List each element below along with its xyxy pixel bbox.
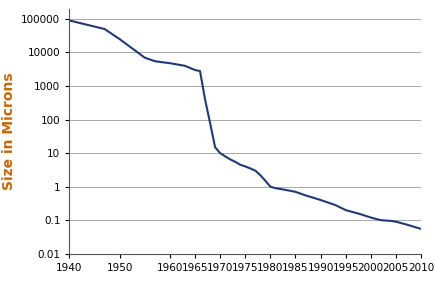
Y-axis label: Size in Microns: Size in Microns [2, 73, 16, 190]
